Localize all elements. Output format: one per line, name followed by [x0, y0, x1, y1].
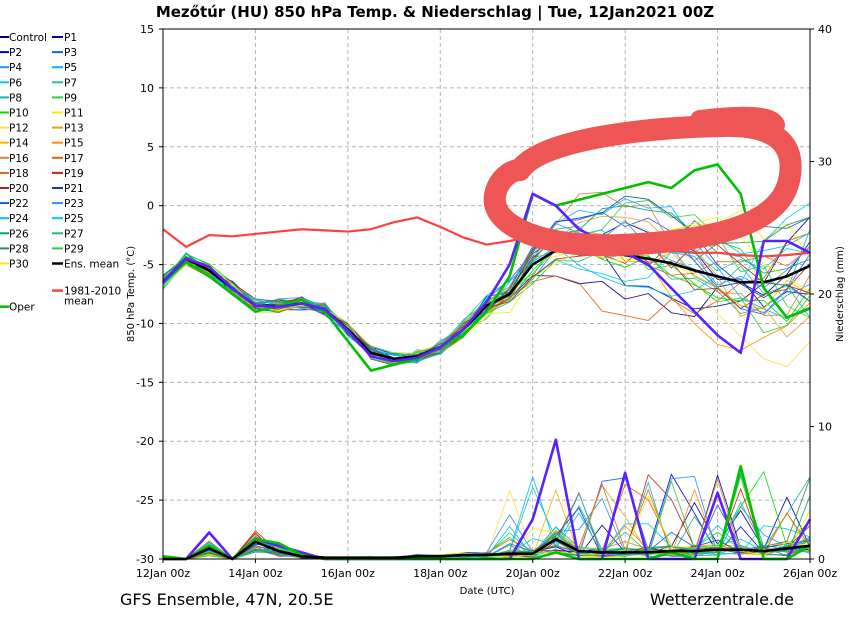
precip-line-ens-mean — [163, 537, 811, 561]
x-tick-label: 24Jan 00z — [690, 567, 744, 580]
y-axis-label: 850 hPa Temp. (°C) — [126, 246, 137, 342]
x-tick-label: 14Jan 00z — [228, 567, 282, 580]
y2-axis-label: Niederschlag (mm) — [835, 246, 846, 342]
legend-label: P22 — [9, 198, 29, 210]
legend-label: Ens. mean — [64, 259, 119, 271]
y-tick-label: -10 — [136, 317, 154, 330]
legend-label: P10 — [9, 108, 29, 120]
legend-label: P1 — [64, 32, 77, 44]
y-tick-label: 10 — [140, 82, 154, 95]
x-tick-label: 22Jan 00z — [598, 567, 652, 580]
x-tick-label: 18Jan 00z — [413, 567, 467, 580]
member-line-p12 — [162, 221, 811, 368]
legend-label: P23 — [64, 198, 84, 210]
y-tick-label: -5 — [143, 259, 154, 272]
y-tick-label: -20 — [136, 435, 154, 448]
series-line-1981-2010-mean — [162, 216, 811, 258]
y2-axis-ticks: 0 10 20 30 40 — [810, 23, 832, 566]
legend-label: P27 — [64, 228, 84, 240]
member-precip-p23 — [163, 475, 811, 560]
legend-label: P16 — [9, 153, 29, 165]
legend-label: P2 — [9, 47, 22, 59]
legend-label: mean — [64, 296, 94, 308]
legend-label: P28 — [9, 243, 29, 255]
y2-tick-label: 20 — [818, 288, 832, 301]
legend-label: P21 — [64, 183, 84, 195]
legend-label: P9 — [64, 92, 77, 104]
x-axis-ticks: 12Jan 00z 14Jan 00z 16Jan 00z 18Jan 00z 20Ja… — [136, 559, 837, 580]
legend-label: Control — [9, 32, 47, 44]
legend-label: P7 — [64, 77, 77, 89]
legend-label: P25 — [64, 213, 84, 225]
legend-label: P5 — [64, 62, 77, 74]
x-tick-label: 20Jan 00z — [506, 567, 560, 580]
legend-label: 1981-2010 — [64, 286, 121, 298]
legend-label: P6 — [9, 77, 22, 89]
legend-label: P11 — [64, 108, 84, 120]
legend-label: P29 — [64, 243, 84, 255]
y-tick-label: -30 — [136, 553, 154, 566]
footer-right: Wetterzentrale.de — [650, 590, 794, 609]
legend-label: P18 — [9, 168, 29, 180]
legend-label: P17 — [64, 153, 84, 165]
footer-left: GFS Ensemble, 47N, 20.5E — [120, 590, 333, 609]
legend-label: P12 — [9, 123, 29, 135]
chart-title: Mezőtúr (HU) 850 hPa Temp. & Niederschla… — [156, 3, 714, 22]
y2-tick-label: 10 — [818, 421, 832, 434]
legend-label: P13 — [64, 123, 84, 135]
legend-label: P4 — [9, 62, 22, 74]
member-line-p30 — [162, 216, 811, 359]
y-axis-ticks: -30 -25 -20 -15 -10 -5 0 5 10 15 — [136, 23, 163, 566]
y-tick-label: -15 — [136, 376, 154, 389]
legend-label: P26 — [9, 228, 29, 240]
legend-label: P3 — [64, 47, 77, 59]
y-tick-label: 15 — [140, 23, 154, 36]
y2-tick-label: 30 — [818, 156, 832, 169]
legend-label: Oper — [9, 302, 35, 314]
legend-label: P19 — [64, 168, 84, 180]
annotation-ellipse — [483, 114, 802, 257]
legend-label: P8 — [9, 92, 22, 104]
y2-tick-label: 0 — [818, 553, 825, 566]
x-axis-label: Date (UTC) — [460, 586, 515, 597]
legend-label: P20 — [9, 183, 29, 195]
annotation — [483, 106, 802, 257]
series-line-p21 — [162, 192, 811, 363]
y-tick-label: -25 — [136, 494, 154, 507]
x-tick-label: 16Jan 00z — [321, 567, 375, 580]
legend: Control P2 P4 P6 P8 P10 P12 P14 P16 P18 P20 P22 P24 P… — [0, 32, 121, 314]
x-tick-label: 12Jan 00z — [136, 567, 190, 580]
legend-label: P15 — [64, 138, 84, 150]
x-tick-label: 26Jan 00z — [783, 567, 837, 580]
y-tick-label: 5 — [147, 141, 154, 154]
annotation-stroke — [690, 106, 785, 135]
legend-label: P30 — [9, 259, 29, 271]
legend-label: P24 — [9, 213, 29, 225]
y-tick-label: 0 — [147, 200, 154, 213]
legend-label: P14 — [9, 138, 29, 150]
y2-tick-label: 40 — [818, 23, 832, 36]
